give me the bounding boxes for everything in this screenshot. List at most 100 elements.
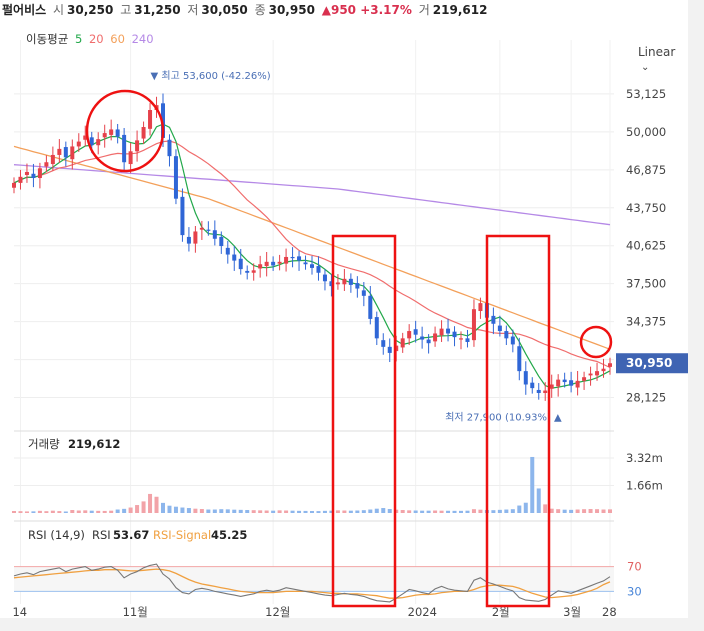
chart-canvas[interactable]: 53,125 50,000 46,875 43,750 40,625 37,500 34,3… <box>0 0 688 618</box>
candle-body <box>251 270 256 273</box>
volume-bar <box>96 510 101 513</box>
candle-body <box>57 148 62 155</box>
candle-body <box>582 377 587 381</box>
volume-label: 거 <box>418 3 430 17</box>
candle-body <box>530 382 535 389</box>
candle-body <box>232 254 237 261</box>
candle-body <box>601 368 606 372</box>
close-label: 종 <box>254 3 266 17</box>
high-annotation: ▼ 최고 53,600 (-42.26%) <box>151 70 271 82</box>
volume-bar <box>381 508 386 513</box>
candle-body <box>271 261 276 266</box>
volume-value: 219,612 <box>432 3 488 17</box>
candle-body <box>355 283 360 289</box>
volume-bar <box>109 510 114 513</box>
candle-body <box>122 134 127 163</box>
ma-60-line <box>13 145 611 350</box>
high-label: 고 <box>120 3 132 17</box>
x-axis-tick-label: 2024 <box>408 605 437 618</box>
volume-bar <box>89 510 94 513</box>
volume-bar <box>530 456 535 513</box>
rsi-70-label: 70 <box>627 560 642 574</box>
volume-bar <box>212 509 217 513</box>
candle-body <box>342 278 347 285</box>
rsi-value: 53.67 <box>113 528 149 542</box>
candle-body <box>348 278 353 285</box>
candle-body <box>504 331 509 339</box>
volume-bar <box>459 510 463 513</box>
candle-body <box>135 140 140 152</box>
candle-body <box>225 247 230 255</box>
volume-bar <box>400 510 405 513</box>
candle-body <box>63 147 68 158</box>
volume-bar <box>258 510 263 513</box>
candle-body <box>335 282 340 285</box>
volume-bar <box>251 510 256 513</box>
candle-body <box>277 261 282 264</box>
ma-legend: 이동평균 5 20 60 240 <box>26 31 157 47</box>
price-axis-tick-label: 46,875 <box>626 163 666 177</box>
highlight-box-january <box>331 234 397 608</box>
volume-bar <box>335 510 340 513</box>
candle-body <box>303 262 308 265</box>
volume-bar <box>148 493 153 513</box>
candle-body <box>238 258 243 270</box>
price-axis-tick-label: 40,625 <box>626 239 666 253</box>
volume-bar <box>225 509 230 513</box>
volume-bar <box>497 509 502 513</box>
candle-body <box>595 371 600 376</box>
candle-body <box>186 236 191 244</box>
candle-body <box>478 303 483 312</box>
volume-bar <box>355 510 360 513</box>
volume-bar <box>303 510 308 513</box>
volume-bar <box>543 504 548 513</box>
volume-bar <box>342 510 347 513</box>
x-axis-tick-label: 11월 <box>123 605 148 618</box>
candle-body <box>536 389 541 393</box>
candle-body <box>102 133 107 138</box>
ma-240-label: 240 <box>131 32 154 46</box>
ma-20-line <box>13 140 611 369</box>
volume-bar <box>517 505 522 513</box>
candle-body <box>109 129 114 135</box>
candle-body <box>316 266 321 273</box>
candle-body <box>141 127 146 139</box>
scale-toggle[interactable]: Linear ⌄ <box>638 45 688 73</box>
volume-bar <box>180 507 185 513</box>
candle-body <box>361 290 366 296</box>
volume-bar <box>161 502 165 513</box>
candle-body <box>556 379 561 387</box>
rsi-name: RSI <box>92 528 111 542</box>
low-annotation: 최저 27,900 (10.93%) ▲ <box>445 411 562 423</box>
candle-body <box>128 151 133 165</box>
candle-body <box>446 328 451 334</box>
last-price-badge <box>616 353 688 374</box>
candle-body <box>329 281 334 287</box>
open-label: 시 <box>53 3 65 17</box>
candle-body <box>523 371 528 385</box>
candle-body <box>413 329 418 335</box>
volume-bar <box>562 509 567 513</box>
volume-bar <box>387 509 392 513</box>
candle-body <box>400 338 405 348</box>
low-value: 30,050 <box>201 3 248 17</box>
chevron-down-icon: ⌄ <box>641 62 650 73</box>
volume-bar <box>167 505 172 513</box>
candle-body <box>439 328 444 336</box>
candle-body <box>387 346 392 353</box>
volume-bar <box>510 509 515 513</box>
volume-title: 거래량 <box>28 437 60 451</box>
candle-body <box>420 336 425 340</box>
x-axis-tick-label: 14 <box>12 605 27 618</box>
volume-bar <box>348 510 353 513</box>
candle-body <box>433 333 438 342</box>
rsi-line <box>13 563 611 603</box>
volume-bar <box>523 502 528 513</box>
candle-body <box>426 339 431 344</box>
price-axis-tick-label: 37,500 <box>626 277 666 291</box>
volume-bar <box>63 511 68 513</box>
candle-body <box>608 363 612 367</box>
volume-bar <box>141 501 146 513</box>
price-axis-tick-label: 34,375 <box>626 315 666 329</box>
x-axis-tick-label: 28 <box>602 605 617 618</box>
